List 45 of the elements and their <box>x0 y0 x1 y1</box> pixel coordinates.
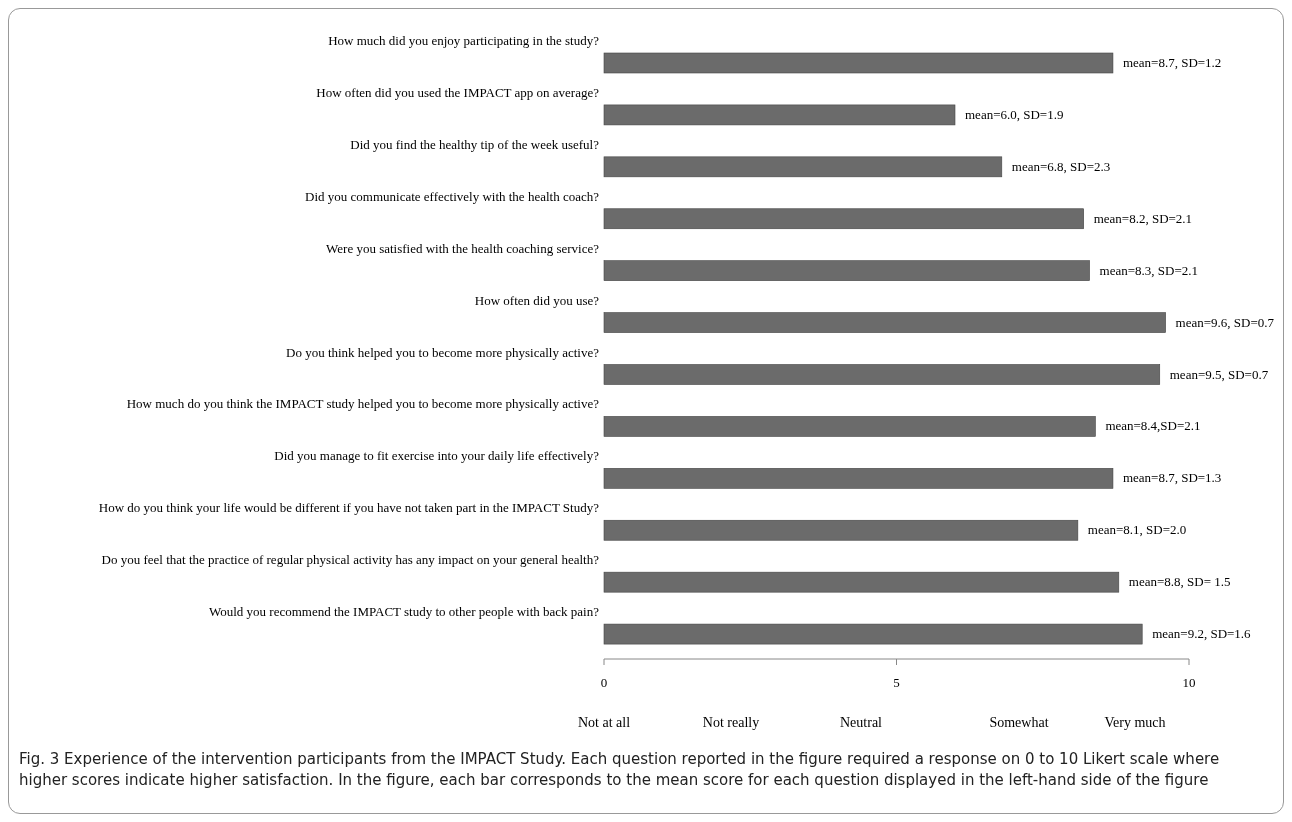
x-tick-label: 5 <box>893 675 900 690</box>
x-tick-label: 0 <box>600 675 608 690</box>
data-label: mean=9.6, SD=0.7 <box>1175 314 1275 330</box>
caption: Fig. 3 Experience of the intervention participants from the IMPACT Study. Each question reported in the figure required a response on 0 to 10 Likert scale where higher scores indicate higher satisfaction. In the figure, each bar corresponds to the mean score for each question displayed in the left-hand side of the figure <box>19 749 1221 791</box>
data-label: mean=9.5, SD=0.7 <box>1169 366 1269 382</box>
text: Very much <box>1104 715 1166 730</box>
text: Not really <box>702 715 760 730</box>
data-label: mean=8.3, SD=2.1 <box>1099 262 1198 278</box>
bar <box>603 519 1079 541</box>
y-tick-label: How much did you enjoy participating in the study? <box>328 33 600 48</box>
bar <box>603 571 1120 593</box>
bar <box>603 416 1096 437</box>
data-label: mean=6.0, SD=1.9 <box>965 106 1064 122</box>
y-tick-label: Were you satisfied with the health coaching service? <box>326 240 600 256</box>
text: Somewhat <box>989 715 1049 730</box>
y-tick-label: How do you think your life would be different if you have not taken part in the IMPACT Study? <box>98 500 600 516</box>
bar <box>603 104 956 126</box>
y-tick-label: How much do you think the IMPACT study helped you to become more physically active? <box>126 396 600 412</box>
bar <box>603 364 1161 385</box>
y-tick-label: Did you manage to fit exercise into your daily life effectively? <box>274 448 600 464</box>
data-label: mean=8.2, SD=2.1 <box>1093 210 1193 226</box>
y-tick-label: How often did you use? <box>474 292 600 308</box>
data-label: mean=6.8, SD=2.3 <box>1011 158 1111 174</box>
y-tick-label: Do you think helped you to become more physically active? <box>286 344 600 360</box>
bar <box>603 156 1003 178</box>
text: Not at all <box>577 715 631 730</box>
bar <box>603 52 1114 74</box>
data-label: mean=9.2, SD=1.6 <box>1152 626 1252 642</box>
data-label: mean=8.1, SD=2.0 <box>1087 522 1187 538</box>
y-tick-label: Did you find the healthy tip of the week useful? <box>350 136 600 152</box>
data-label: mean=8.7, SD=1.3 <box>1122 470 1222 486</box>
data-label: mean=8.4,SD=2.1 <box>1105 418 1201 434</box>
bar <box>603 260 1090 281</box>
bar <box>603 208 1084 230</box>
x-tick-label: 10 <box>1182 675 1196 690</box>
y-tick-label: Would you recommend the IMPACT study to other people with back pain? <box>209 604 600 620</box>
y-tick-label: How often did you used the IMPACT app on average? <box>316 84 600 100</box>
data-label: mean=8.8, SD= 1.5 <box>1128 574 1231 590</box>
bar <box>603 623 1143 645</box>
data-label: mean=8.7, SD=1.2 <box>1122 55 1222 70</box>
bar <box>603 468 1114 489</box>
bar <box>603 312 1166 333</box>
y-tick-label: Do you feel that the practice of regular physical activity has any impact on your general health? <box>101 552 600 568</box>
y-tick-label: Did you communicate effectively with the health coach? <box>305 188 600 204</box>
text: Neutral <box>840 715 883 730</box>
